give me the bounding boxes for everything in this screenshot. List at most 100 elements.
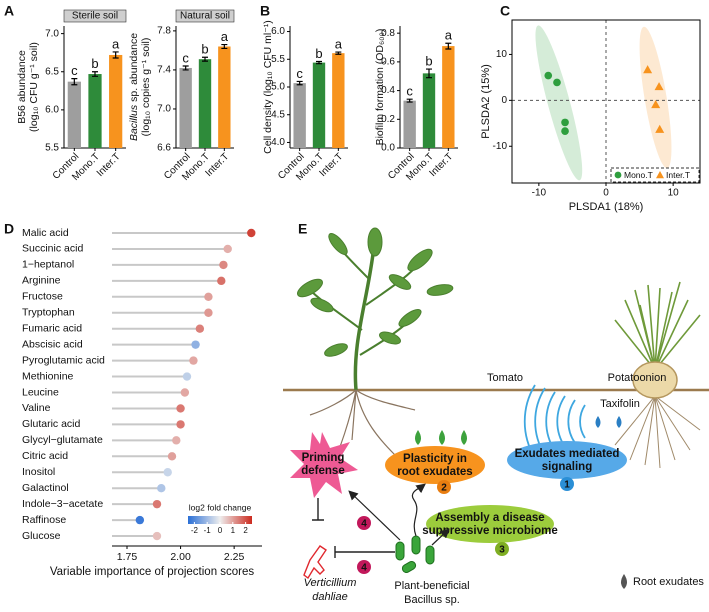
bar: [218, 46, 231, 148]
significance-letter: a: [221, 29, 229, 44]
pathogen-label: Verticillium: [304, 577, 357, 589]
dot: [189, 356, 198, 365]
panel-label: E: [298, 221, 307, 237]
significance-letter: c: [71, 63, 78, 78]
process-label: Priming: [302, 452, 345, 464]
group-ellipse: [535, 25, 583, 181]
x-tick-label: 0: [603, 188, 609, 199]
dot: [152, 531, 162, 541]
step-number: 3: [499, 545, 505, 556]
plant-label: Potatoonion: [608, 372, 667, 384]
pathogen-label: dahliae: [312, 591, 347, 603]
y-tick-label: 0.2: [381, 114, 395, 125]
y-tick-label: 6.6: [157, 143, 171, 154]
y-tick-label: 0.6: [381, 57, 395, 68]
error-bar: [182, 65, 189, 71]
dot: [204, 292, 213, 301]
point: [655, 124, 665, 133]
significance-letter: b: [91, 56, 98, 71]
process-ellipse: [426, 505, 554, 543]
y-axis-label: (log₁₀ CFU g⁻¹ soil): [28, 42, 40, 132]
point: [654, 82, 664, 91]
bar: [179, 67, 192, 148]
point: [544, 71, 553, 80]
arrow: [411, 483, 426, 537]
y-tick-label: 5.5: [271, 54, 285, 65]
x-tick-label: 1.75: [117, 551, 138, 563]
y-tick-label: 0: [501, 95, 507, 106]
category-label: Valine: [22, 402, 51, 414]
dot: [167, 452, 177, 461]
dot: [191, 340, 200, 349]
category-label: Arginine: [22, 275, 61, 287]
point: [561, 118, 569, 127]
x-tick-label: 2.00: [170, 551, 191, 563]
y-axis-label-part: sp. abundance: [128, 33, 140, 102]
potatoonion-roots: [614, 395, 701, 469]
bacillus-cells: [395, 535, 435, 573]
process-label: root exudates: [397, 466, 472, 478]
process-label: signaling: [542, 461, 592, 473]
bar: [88, 74, 102, 148]
colorbar-title: log2 fold change: [189, 502, 252, 512]
category-label: Tryptophan: [22, 307, 75, 319]
legend-label: Root exudates: [633, 576, 704, 588]
dot: [176, 404, 185, 413]
x-tick-label: -10: [532, 188, 547, 199]
step-badge: [560, 477, 574, 491]
significance-letter: c: [296, 66, 303, 81]
panel-label: B: [260, 3, 270, 19]
category-label: Fructose: [22, 291, 63, 303]
process-ellipse: [507, 441, 627, 479]
y-axis-label: Cell density (log₁₀ CFU ml⁻¹): [262, 20, 274, 154]
y-tick-label: 5.5: [45, 143, 59, 154]
bar: [67, 81, 81, 148]
step-badge: [357, 560, 371, 574]
dot: [223, 244, 232, 254]
tomato-roots: [309, 389, 416, 471]
dot: [163, 468, 172, 477]
step-badge: [437, 480, 451, 494]
colorbar: [188, 516, 252, 524]
step-number: 2: [441, 483, 447, 494]
y-tick-label: 10: [496, 49, 508, 60]
dot: [219, 260, 228, 270]
y-tick-label: 7.4: [157, 65, 171, 76]
inhibition: [312, 498, 324, 521]
chart-title: Sterile soil: [72, 11, 118, 22]
y-tick-label: 0.4: [381, 85, 395, 96]
bar: [332, 53, 345, 148]
bar: [312, 62, 326, 148]
y-tick-label: 0.0: [381, 143, 395, 154]
category-label: 1−heptanol: [22, 259, 74, 271]
dot: [247, 228, 256, 238]
y-axis-label: Bacillus sp. abundance: [128, 33, 140, 141]
category-label: Raffinose: [22, 514, 66, 526]
error-bar: [426, 68, 432, 79]
step-badge: [495, 542, 509, 556]
tomato-plant: [297, 227, 454, 391]
error-bar: [202, 56, 208, 62]
process-star: [290, 432, 358, 498]
x-axis-label: PLSDA1 (18%): [569, 201, 644, 213]
category-label: Leucine: [22, 386, 59, 398]
step-badge: [357, 516, 371, 530]
dot: [157, 484, 166, 493]
dot: [195, 324, 205, 333]
significance-letter: b: [315, 46, 322, 61]
step-number: 1: [564, 480, 570, 491]
bar: [293, 83, 306, 148]
significance-letter: a: [445, 28, 453, 43]
error-bar: [445, 42, 452, 50]
panel-label: D: [4, 221, 14, 237]
legend-label: Inter.T: [666, 170, 690, 180]
panel-label: A: [4, 3, 14, 19]
legend-marker: [614, 171, 622, 179]
category-label: Glutaric acid: [22, 418, 81, 430]
y-tick-label: 4.0: [271, 137, 285, 148]
panel-label: C: [500, 3, 510, 19]
legend-marker: [656, 171, 664, 179]
diagram: Taxifolin Tomato Potatoonion Exudates me…: [283, 227, 709, 606]
y-tick-label: 7.0: [157, 104, 171, 115]
group-ellipse: [639, 26, 672, 169]
